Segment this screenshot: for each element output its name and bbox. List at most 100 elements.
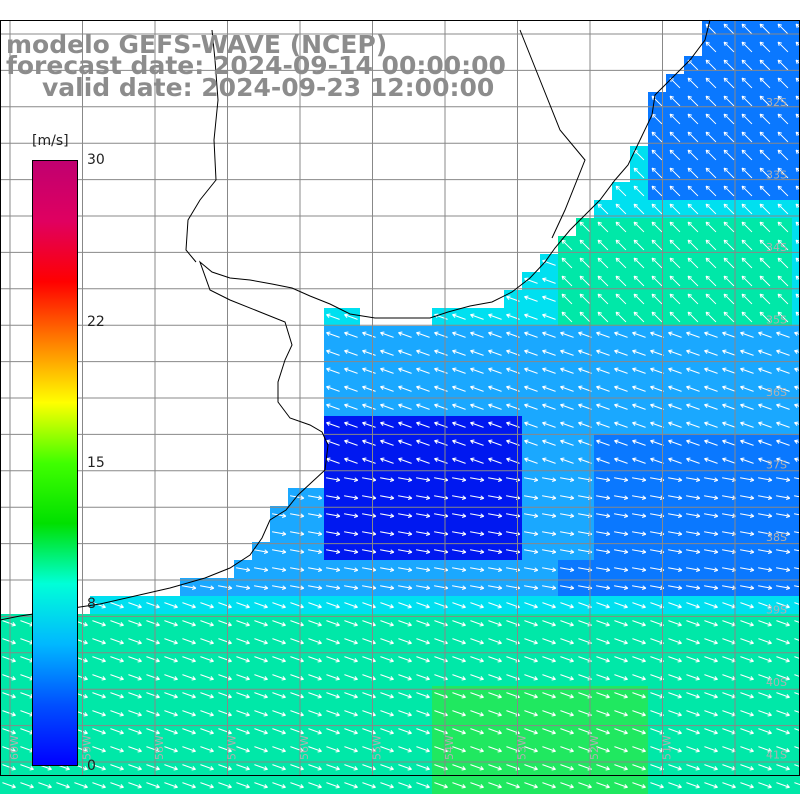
- wind-arrow: [596, 439, 610, 446]
- wind-arrow: [686, 367, 700, 374]
- wind-arrow: [686, 385, 700, 392]
- wind-arrow: [452, 421, 466, 428]
- wind-arrow: [344, 367, 358, 374]
- wind-arrow: [272, 602, 286, 609]
- longitude-label: 54W: [443, 735, 456, 760]
- wind-arrow: [668, 674, 682, 681]
- wind-arrow: [740, 421, 754, 428]
- wind-arrow: [686, 331, 700, 338]
- wind-arrow: [669, 311, 681, 323]
- wind-arrow: [146, 674, 160, 681]
- wind-arrow: [668, 728, 682, 735]
- wind-arrow: [380, 674, 394, 681]
- wind-arrow: [741, 23, 753, 35]
- wind-arrow: [200, 620, 214, 627]
- wind-arrow: [416, 549, 431, 554]
- wind-arrow: [182, 728, 196, 735]
- wind-arrow: [344, 710, 358, 717]
- wind-arrow: [560, 674, 574, 681]
- wind-arrow: [344, 638, 358, 645]
- wind-arrow: [398, 710, 412, 717]
- wind-arrow: [596, 585, 611, 590]
- wind-arrow: [452, 782, 466, 789]
- wind-arrow: [633, 167, 645, 179]
- wind-arrow: [740, 728, 754, 735]
- wind-arrow: [704, 439, 718, 446]
- wind-arrow: [398, 764, 412, 771]
- wind-arrow: [416, 602, 430, 609]
- wind-arrow: [110, 692, 124, 699]
- wind-arrow: [20, 764, 34, 771]
- wind-arrow: [470, 620, 484, 627]
- wind-arrow: [687, 293, 699, 305]
- wind-arrow: [128, 674, 142, 681]
- wind-arrow: [668, 331, 682, 338]
- wind-arrow: [326, 439, 340, 446]
- wind-arrow: [597, 239, 609, 251]
- wind-arrow: [740, 349, 754, 356]
- wind-arrow: [308, 764, 322, 771]
- wind-arrow: [759, 113, 771, 125]
- wind-arrow: [380, 457, 394, 464]
- wind-arrow: [758, 549, 773, 554]
- wind-arrow: [344, 656, 358, 663]
- wind-arrow: [92, 782, 106, 789]
- wind-arrow: [470, 656, 484, 663]
- wind-cell: [792, 596, 800, 614]
- wind-arrow: [380, 710, 394, 717]
- wind-arrow: [416, 457, 430, 464]
- wind-arrow: [668, 513, 683, 518]
- wind-arrow: [164, 638, 178, 645]
- wind-arrow: [344, 549, 359, 554]
- wind-arrow: [398, 674, 412, 681]
- wind-arrow: [650, 367, 664, 374]
- wind-arrow: [110, 674, 124, 681]
- wind-arrow: [614, 764, 628, 771]
- wind-arrow: [740, 638, 754, 645]
- wind-arrow: [794, 331, 800, 336]
- wind-arrow: [596, 457, 610, 464]
- wind-arrow: [254, 782, 268, 789]
- wind-arrow: [777, 131, 789, 143]
- wind-arrow: [740, 403, 754, 410]
- wind-arrow: [344, 692, 358, 699]
- wind-arrow: [794, 495, 800, 498]
- wind-arrow: [560, 585, 575, 590]
- wind-arrow: [272, 764, 286, 771]
- wind-arrow: [254, 692, 268, 699]
- wind-arrow: [452, 513, 467, 518]
- colorbar-tick-label: 15: [87, 455, 105, 471]
- wind-arrow: [326, 782, 340, 789]
- wind-arrow: [632, 656, 646, 663]
- wind-arrow: [308, 710, 322, 717]
- wind-arrow: [596, 367, 610, 374]
- wind-arrow: [452, 367, 466, 374]
- wind-arrow: [398, 457, 412, 464]
- wind-arrow: [669, 275, 681, 287]
- wind-arrow: [146, 764, 160, 771]
- colorbar-tick-label: 0: [87, 758, 96, 774]
- wind-arrow: [380, 349, 394, 356]
- wind-arrow: [560, 367, 574, 374]
- wind-arrow: [236, 620, 250, 627]
- wind-arrow: [704, 585, 719, 590]
- wind-arrow: [615, 239, 627, 251]
- wind-arrow: [776, 421, 790, 428]
- wind-arrow: [308, 692, 322, 699]
- wind-arrow: [146, 692, 160, 699]
- wind-arrow: [723, 41, 735, 53]
- wind-arrow: [308, 531, 323, 536]
- wind-arrow: [380, 439, 394, 446]
- wind-arrow: [561, 275, 573, 287]
- wind-arrow: [488, 331, 502, 338]
- wind-arrow: [579, 257, 591, 269]
- wind-arrow: [741, 41, 753, 53]
- wind-cell: [792, 704, 800, 722]
- wind-arrow: [362, 403, 376, 410]
- graticule: [0, 20, 800, 776]
- wind-arrow: [524, 782, 538, 789]
- wind-arrow: [651, 257, 663, 269]
- wind-arrow: [524, 728, 538, 735]
- wind-arrow: [290, 585, 305, 590]
- wind-arrow: [326, 513, 341, 518]
